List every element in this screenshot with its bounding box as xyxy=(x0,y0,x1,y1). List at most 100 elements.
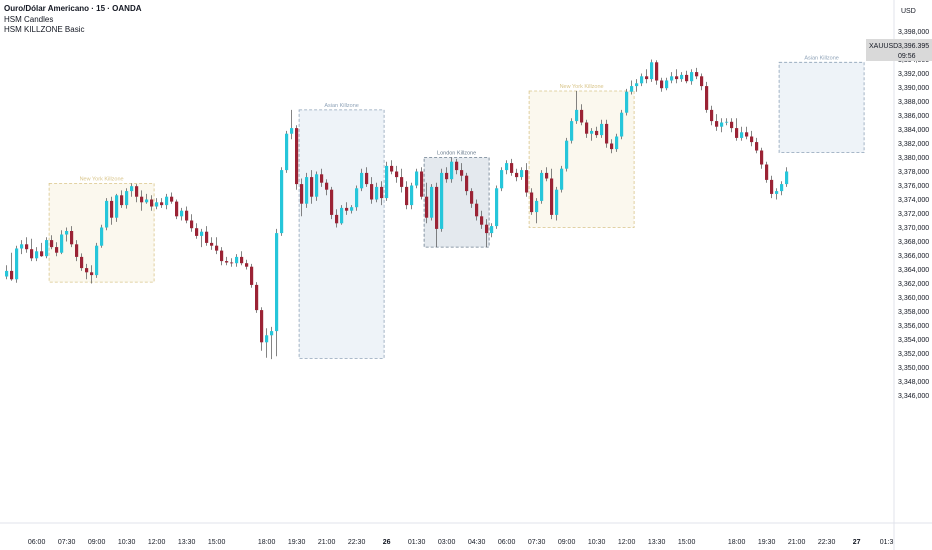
candle-body xyxy=(185,210,189,221)
candle-body xyxy=(20,244,24,249)
candle-down xyxy=(445,167,449,183)
candle-body xyxy=(710,109,714,122)
candle-down xyxy=(50,235,54,250)
candle-body xyxy=(405,186,409,206)
candle-up xyxy=(720,118,724,133)
candle-down xyxy=(460,163,464,182)
candle-up xyxy=(285,130,289,173)
candle-up xyxy=(495,185,499,229)
candle-down xyxy=(225,256,229,266)
candle-body xyxy=(255,284,259,311)
candle-down xyxy=(320,168,324,187)
candle-body xyxy=(90,272,94,276)
candle-body xyxy=(215,245,219,251)
candle-body xyxy=(565,140,569,169)
candle-body xyxy=(530,192,534,213)
candle-body xyxy=(605,123,609,144)
candle-down xyxy=(300,178,304,217)
candle-down xyxy=(190,214,194,232)
time-tick-label: 19:30 xyxy=(758,539,776,546)
candle-down xyxy=(245,259,249,270)
candle-body xyxy=(390,165,394,172)
candle-body xyxy=(395,171,399,178)
candle-up xyxy=(65,227,69,242)
candle-down xyxy=(585,119,589,138)
candle-down xyxy=(765,161,769,183)
candle-up xyxy=(535,198,539,224)
candle-up xyxy=(440,168,444,232)
candle-down xyxy=(185,206,189,224)
candle-body xyxy=(340,207,344,224)
candle-body xyxy=(175,201,179,217)
candle-body xyxy=(350,207,354,211)
candle-down xyxy=(30,238,34,262)
candle-down xyxy=(395,165,399,183)
candle-body xyxy=(30,249,34,259)
candle-body xyxy=(775,191,779,194)
candle-down xyxy=(170,192,174,204)
candle-down xyxy=(25,237,29,253)
candle-up xyxy=(100,224,104,248)
candle-body xyxy=(445,172,449,180)
time-tick-label: 27 xyxy=(853,539,861,546)
candle-body xyxy=(730,121,734,129)
time-tick-label: 26 xyxy=(383,539,391,546)
candle-body xyxy=(270,331,274,336)
price-tag-price: 3,396.395 xyxy=(898,43,929,50)
candle-up xyxy=(680,72,684,82)
candle-down xyxy=(685,70,689,84)
candle-up xyxy=(265,328,269,358)
candle-down xyxy=(335,209,339,228)
candle-body xyxy=(135,186,139,197)
candle-up xyxy=(115,193,119,222)
candle-down xyxy=(295,125,299,190)
candle-down xyxy=(210,237,214,250)
candle-down xyxy=(195,223,199,239)
candle-body xyxy=(575,109,579,122)
candle-down xyxy=(250,263,254,288)
legend[interactable]: Ouro/Dólar Americano · 15 · OANDA HSM Ca… xyxy=(4,4,142,36)
candle-body xyxy=(35,251,39,259)
candle-up xyxy=(105,198,109,231)
price-tick-label: 3,376,000 xyxy=(898,183,929,190)
candle-up xyxy=(200,228,204,248)
candle-body xyxy=(125,191,129,206)
time-tick-label: 06:00 xyxy=(28,539,46,546)
candle-body xyxy=(325,182,329,190)
price-tick-label: 3,388,000 xyxy=(898,99,929,106)
candle-body xyxy=(235,256,239,264)
candle-body xyxy=(675,76,679,80)
killzone-label: New York Killzone xyxy=(80,176,124,182)
candle-body xyxy=(535,200,539,213)
candle-down xyxy=(435,182,439,248)
candle-up xyxy=(315,171,319,201)
candle-body xyxy=(680,74,684,80)
candle-down xyxy=(345,202,349,215)
candle-body xyxy=(410,185,414,206)
symbol-title[interactable]: Ouro/Dólar Americano · 15 · OANDA xyxy=(4,4,142,13)
candle-body xyxy=(510,163,514,173)
price-tick-label: 3,390,000 xyxy=(898,85,929,92)
candle-body xyxy=(435,186,439,229)
candle-body xyxy=(785,171,789,185)
candle-body xyxy=(505,163,509,171)
candle-body xyxy=(330,189,334,215)
candle-down xyxy=(110,196,114,225)
indicator-hsm-killzone[interactable]: HSM KILLZONE Basic xyxy=(4,25,85,34)
candle-body xyxy=(315,174,319,197)
candle-down xyxy=(405,181,409,210)
candle-body xyxy=(190,220,194,229)
candle-down xyxy=(400,168,404,193)
candle-body xyxy=(375,186,379,200)
candle-body xyxy=(430,186,434,218)
candle-down xyxy=(605,119,609,148)
candle-up xyxy=(20,240,24,255)
candle-down xyxy=(325,179,329,196)
candle-body xyxy=(145,199,149,203)
candle-up xyxy=(35,247,39,262)
indicator-hsm-candles[interactable]: HSM Candles xyxy=(4,14,54,24)
price-tag: XAUUSD 3,396.395 09:56 xyxy=(866,39,932,61)
killzone-label: New York Killzone xyxy=(560,84,604,90)
candle-body xyxy=(550,178,554,215)
